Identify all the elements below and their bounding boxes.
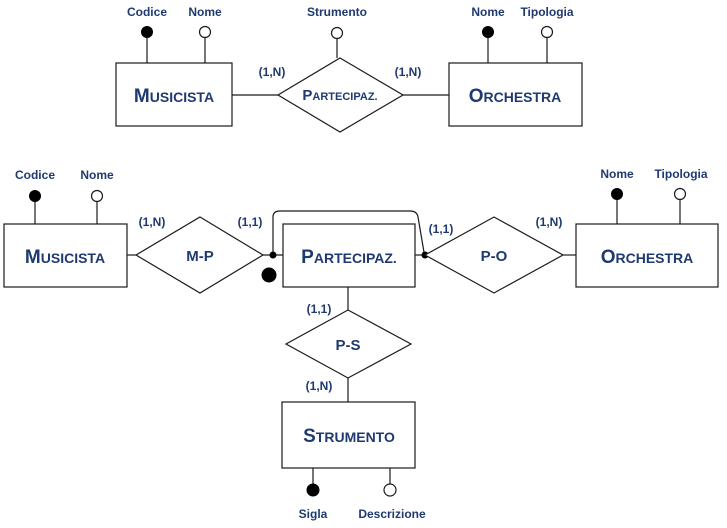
relationship-label-p-s: P-S xyxy=(335,337,360,354)
relationship-label-partecipaz: PARTECIPAZ. xyxy=(302,87,377,104)
external-identifier-arc xyxy=(272,210,426,259)
attribute-dot xyxy=(330,26,344,40)
cardinality-label: (1,1) xyxy=(238,215,263,229)
attribute-label-nome: Nome xyxy=(600,167,634,181)
relationship-m-p xyxy=(134,216,265,294)
attribute-label-tipologia: Tipologia xyxy=(654,167,707,181)
relationship-p-s xyxy=(284,309,413,379)
top-er-diagram: Codice Nome Strumento Nome Tipologia MUS… xyxy=(115,5,583,133)
identifier-attribute-dot xyxy=(141,26,153,38)
entity-label-musicista: MUSICISTA xyxy=(134,86,214,107)
attribute-label-tipologia: Tipologia xyxy=(520,5,573,19)
identifier-junction-dot xyxy=(269,251,277,259)
entity-label-orchestra: ORCHESTRA xyxy=(469,86,562,107)
entity-musicista xyxy=(3,223,128,288)
entity-label-orchestra: ORCHESTRA xyxy=(601,247,694,268)
identifier-attribute-dot xyxy=(482,26,494,38)
entity-partecipaz xyxy=(282,223,416,288)
entity-orchestra xyxy=(448,62,583,127)
identifier-attribute-dot xyxy=(306,483,320,497)
attribute-label-descrizione: Descrizione xyxy=(358,507,426,521)
attribute-dot xyxy=(90,189,104,203)
attribute-dot xyxy=(540,25,554,39)
attribute-label-nome: Nome xyxy=(188,5,222,19)
relationship-label-p-o: P-O xyxy=(481,248,508,265)
attribute-label-sigla: Sigla xyxy=(299,507,328,521)
cardinality-label: (1,N) xyxy=(259,65,286,79)
attribute-label-strumento: Strumento xyxy=(307,5,367,19)
attribute-label-codice: Codice xyxy=(15,168,55,182)
attribute-dot xyxy=(673,187,687,201)
relationship-label-m-p: M-P xyxy=(186,248,214,265)
entity-musicista xyxy=(115,62,233,127)
attribute-dot xyxy=(198,25,212,39)
attribute-label-codice: Codice xyxy=(127,5,167,19)
identifier-dot-partecipaz xyxy=(261,267,277,283)
attribute-label-nome: Nome xyxy=(80,168,114,182)
cardinality-label: (1,1) xyxy=(429,222,454,236)
identifier-attribute-dot xyxy=(611,188,623,200)
entity-strumento xyxy=(281,401,416,469)
entity-label-strumento: STRUMENTO xyxy=(303,426,395,447)
attribute-dot xyxy=(383,483,397,497)
cardinality-label: (1,N) xyxy=(139,215,166,229)
relationship-partecipaz xyxy=(276,57,405,133)
entity-label-musicista: MUSICISTA xyxy=(25,247,105,268)
cardinality-label: (1,N) xyxy=(536,215,563,229)
relationship-p-o xyxy=(423,216,565,294)
bottom-er-diagram: Codice Nome Nome Tipologia Sigla Descriz… xyxy=(3,167,719,521)
cardinality-label: (1,N) xyxy=(395,65,422,79)
entity-label-partecipaz: PARTECIPAZ. xyxy=(301,247,397,268)
identifier-attribute-dot xyxy=(29,190,41,202)
attribute-label-nome: Nome xyxy=(471,5,505,19)
entity-orchestra xyxy=(575,223,719,288)
cardinality-label: (1,N) xyxy=(306,379,333,393)
cardinality-label: (1,1) xyxy=(307,302,332,316)
